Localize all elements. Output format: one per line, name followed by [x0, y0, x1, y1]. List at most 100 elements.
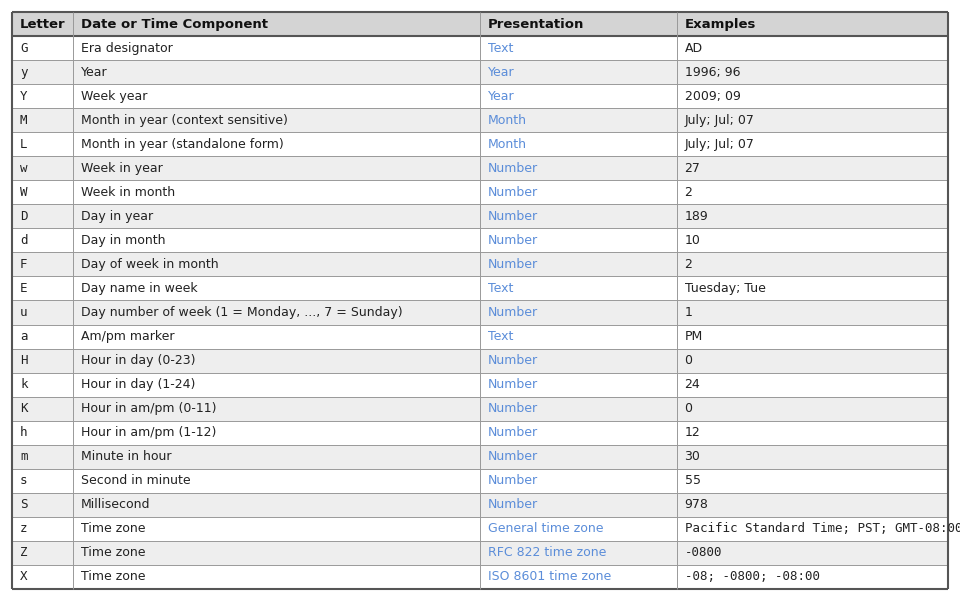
Bar: [12, 36, 948, 60]
Text: Hour in day (1-24): Hour in day (1-24): [81, 378, 195, 391]
Text: Day in month: Day in month: [81, 234, 165, 247]
Bar: [12, 252, 948, 276]
Text: D: D: [20, 210, 28, 223]
Text: Day in year: Day in year: [81, 210, 153, 223]
Text: Number: Number: [488, 354, 539, 367]
Text: Month in year (standalone form): Month in year (standalone form): [81, 138, 283, 151]
Text: Time zone: Time zone: [81, 522, 145, 535]
Text: 978: 978: [684, 498, 708, 511]
Text: k: k: [20, 378, 28, 391]
Text: General time zone: General time zone: [488, 522, 604, 535]
Bar: [12, 421, 948, 445]
Text: Text: Text: [488, 282, 514, 295]
Bar: [12, 445, 948, 469]
Text: Number: Number: [488, 234, 539, 247]
Text: -08; -0800; -08:00: -08; -0800; -08:00: [684, 570, 820, 584]
Bar: [12, 541, 948, 565]
Text: July; Jul; 07: July; Jul; 07: [684, 114, 755, 127]
Text: Day name in week: Day name in week: [81, 282, 198, 295]
Text: Number: Number: [488, 402, 539, 415]
Text: 27: 27: [684, 162, 701, 175]
Bar: [12, 228, 948, 252]
Text: a: a: [20, 330, 28, 343]
Text: G: G: [20, 41, 28, 55]
Text: Number: Number: [488, 426, 539, 439]
Text: Text: Text: [488, 330, 514, 343]
Text: July; Jul; 07: July; Jul; 07: [684, 138, 755, 151]
Bar: [12, 325, 948, 349]
Text: S: S: [20, 498, 28, 511]
Text: z: z: [20, 522, 28, 535]
Text: u: u: [20, 306, 28, 319]
Text: Minute in hour: Minute in hour: [81, 450, 171, 463]
Text: Presentation: Presentation: [488, 17, 585, 31]
Text: Number: Number: [488, 378, 539, 391]
Text: Day of week in month: Day of week in month: [81, 258, 219, 271]
Bar: [12, 132, 948, 156]
Text: Pacific Standard Time; PST; GMT-08:00: Pacific Standard Time; PST; GMT-08:00: [684, 522, 960, 535]
Text: PM: PM: [684, 330, 703, 343]
Text: Tuesday; Tue: Tuesday; Tue: [684, 282, 765, 295]
Text: 2009; 09: 2009; 09: [684, 90, 740, 103]
Text: Month in year (context sensitive): Month in year (context sensitive): [81, 114, 288, 127]
Text: Hour in am/pm (0-11): Hour in am/pm (0-11): [81, 402, 216, 415]
Text: Month: Month: [488, 114, 527, 127]
Text: Month: Month: [488, 138, 527, 151]
Text: Number: Number: [488, 186, 539, 199]
Text: W: W: [20, 186, 28, 199]
Text: Number: Number: [488, 450, 539, 463]
Text: AD: AD: [684, 41, 703, 55]
Bar: [12, 565, 948, 589]
Text: 30: 30: [684, 450, 701, 463]
Text: Examples: Examples: [684, 17, 756, 31]
Text: Letter: Letter: [20, 17, 65, 31]
Text: Era designator: Era designator: [81, 41, 173, 55]
Text: 2: 2: [684, 258, 692, 271]
Text: Y: Y: [20, 90, 28, 103]
Text: Am/pm marker: Am/pm marker: [81, 330, 175, 343]
Bar: [12, 469, 948, 493]
Text: Z: Z: [20, 546, 28, 560]
Bar: [12, 397, 948, 421]
Bar: [12, 108, 948, 132]
Text: X: X: [20, 570, 28, 584]
Text: Year: Year: [81, 66, 108, 79]
Text: Day number of week (1 = Monday, ..., 7 = Sunday): Day number of week (1 = Monday, ..., 7 =…: [81, 306, 402, 319]
Text: m: m: [20, 450, 28, 463]
Text: Second in minute: Second in minute: [81, 474, 190, 487]
Bar: [12, 517, 948, 541]
Text: Number: Number: [488, 498, 539, 511]
Text: 0: 0: [684, 354, 692, 367]
Text: 189: 189: [684, 210, 708, 223]
Text: M: M: [20, 114, 28, 127]
Text: Week year: Week year: [81, 90, 147, 103]
Text: E: E: [20, 282, 28, 295]
Text: 24: 24: [684, 378, 700, 391]
Text: 55: 55: [684, 474, 701, 487]
Text: Millisecond: Millisecond: [81, 498, 151, 511]
Bar: [12, 180, 948, 204]
Text: w: w: [20, 162, 28, 175]
Text: K: K: [20, 402, 28, 415]
Text: Year: Year: [488, 66, 515, 79]
Text: h: h: [20, 426, 28, 439]
Text: Date or Time Component: Date or Time Component: [81, 17, 268, 31]
Text: Number: Number: [488, 306, 539, 319]
Text: 12: 12: [684, 426, 700, 439]
Text: Number: Number: [488, 258, 539, 271]
Bar: [12, 300, 948, 325]
Text: RFC 822 time zone: RFC 822 time zone: [488, 546, 607, 560]
Text: F: F: [20, 258, 28, 271]
Text: 1: 1: [684, 306, 692, 319]
Text: s: s: [20, 474, 28, 487]
Text: Year: Year: [488, 90, 515, 103]
Bar: [12, 493, 948, 517]
Text: Week in month: Week in month: [81, 186, 175, 199]
Text: Time zone: Time zone: [81, 570, 145, 584]
Text: y: y: [20, 66, 28, 79]
Text: Text: Text: [488, 41, 514, 55]
Bar: [12, 373, 948, 397]
Text: d: d: [20, 234, 28, 247]
Text: Number: Number: [488, 210, 539, 223]
Text: Number: Number: [488, 162, 539, 175]
